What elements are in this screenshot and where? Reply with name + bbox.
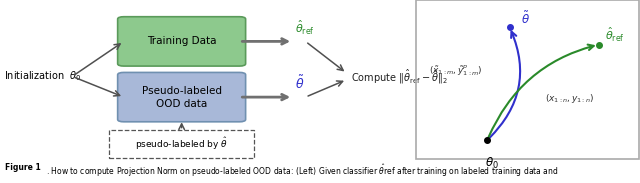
Text: $\theta_0$: $\theta_0$ (485, 156, 499, 171)
Text: Training Data: Training Data (147, 36, 216, 46)
FancyBboxPatch shape (118, 72, 246, 122)
Text: Compute $\|\hat{\theta}_{\mathrm{ref}} - \tilde{\theta}\|_2$: Compute $\|\hat{\theta}_{\mathrm{ref}} -… (351, 67, 447, 85)
FancyBboxPatch shape (109, 130, 254, 158)
Text: $(x_{1:n}, y_{1:n})$: $(x_{1:n}, y_{1:n})$ (545, 92, 595, 105)
Text: Initialization  $\theta_0$: Initialization $\theta_0$ (4, 70, 82, 83)
FancyArrowPatch shape (488, 45, 594, 138)
Text: $\tilde{\theta}$: $\tilde{\theta}$ (295, 75, 305, 92)
Text: $\hat{\theta}_{\mathrm{ref}}$: $\hat{\theta}_{\mathrm{ref}}$ (605, 26, 625, 44)
FancyArrowPatch shape (489, 32, 520, 138)
Text: . How to compute Projection Norm on pseudo-labeled OOD data: (Left) Given classi: . How to compute Projection Norm on pseu… (46, 163, 559, 179)
FancyBboxPatch shape (118, 17, 246, 66)
Text: Pseudo-labeled
OOD data: Pseudo-labeled OOD data (141, 85, 221, 109)
Text: $(\tilde{x}_{1:m}, \tilde{y}^p_{1:m})$: $(\tilde{x}_{1:m}, \tilde{y}^p_{1:m})$ (429, 63, 483, 78)
Text: Figure 1: Figure 1 (5, 163, 41, 172)
Text: $\tilde{\theta}$: $\tilde{\theta}$ (521, 11, 530, 27)
Text: $\hat{\theta}_{\mathrm{ref}}$: $\hat{\theta}_{\mathrm{ref}}$ (295, 18, 315, 37)
Text: pseudo-labeled by $\hat{\theta}$: pseudo-labeled by $\hat{\theta}$ (135, 136, 228, 152)
